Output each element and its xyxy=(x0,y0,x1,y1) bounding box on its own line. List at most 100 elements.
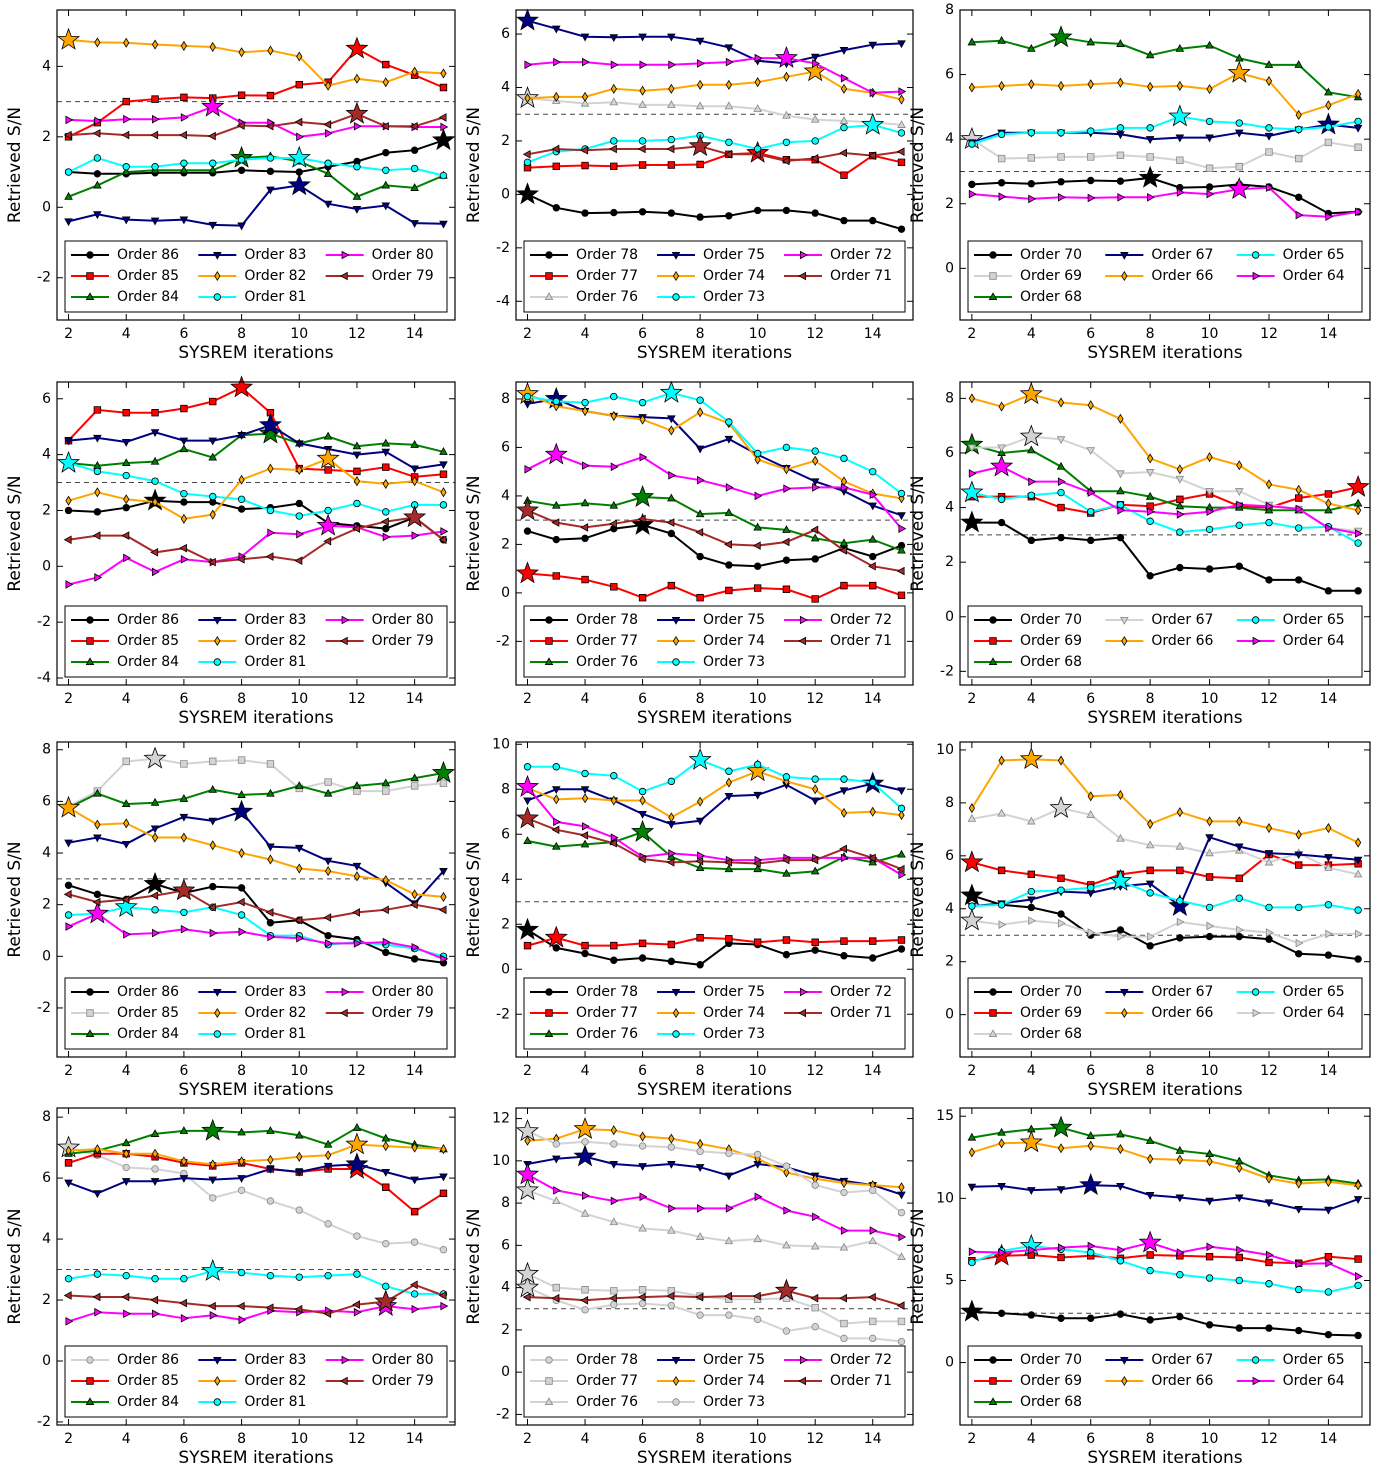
legend-label: Order 70 xyxy=(1020,247,1082,263)
point-marker xyxy=(867,561,876,571)
point-marker xyxy=(179,794,189,802)
best-star xyxy=(201,1118,225,1141)
point-marker xyxy=(812,1212,820,1222)
legend-label: Order 66 xyxy=(1151,268,1213,284)
best-star xyxy=(631,819,655,842)
point-marker xyxy=(64,506,73,515)
point-marker xyxy=(1265,1250,1274,1260)
point-marker xyxy=(725,561,733,569)
point-marker xyxy=(840,73,849,83)
legend-label: Order 77 xyxy=(576,633,638,649)
point-marker xyxy=(1325,212,1334,221)
point-marker xyxy=(382,787,390,795)
point-marker xyxy=(639,1192,648,1202)
y-tick-label: 6 xyxy=(501,439,510,455)
best-star xyxy=(1049,25,1073,48)
x-axis-label: SYSREM iterations xyxy=(637,343,792,363)
point-marker xyxy=(524,464,533,474)
best-star xyxy=(1168,104,1192,127)
point-marker xyxy=(1205,525,1214,534)
point-marker xyxy=(997,444,1006,453)
y-tick-label: 6 xyxy=(945,848,954,864)
point-marker xyxy=(208,165,218,174)
series-line xyxy=(527,1173,902,1238)
best-star xyxy=(544,442,568,465)
x-tick-label: 8 xyxy=(1146,691,1155,707)
point-marker xyxy=(323,1309,332,1319)
point-marker xyxy=(180,924,189,934)
point-marker xyxy=(1294,1205,1304,1214)
point-marker xyxy=(696,213,704,221)
point-marker xyxy=(581,398,589,407)
point-marker xyxy=(1027,887,1036,896)
point-marker xyxy=(1057,129,1065,137)
best-star xyxy=(515,182,540,205)
legend-label: Order 71 xyxy=(830,1373,892,1389)
best-star xyxy=(1227,177,1251,200)
point-marker xyxy=(1175,1194,1185,1203)
best-star xyxy=(1346,474,1370,497)
y-tick-label: 0 xyxy=(501,186,510,202)
best-star xyxy=(431,128,456,151)
point-marker xyxy=(65,115,74,125)
point-marker xyxy=(810,114,820,123)
y-axis-label: Retrieved S/N xyxy=(464,475,484,591)
legend-label: Order 68 xyxy=(1020,1026,1082,1042)
point-marker xyxy=(1324,1252,1333,1261)
point-marker xyxy=(1206,452,1213,463)
point-marker xyxy=(324,506,332,515)
point-marker xyxy=(610,1140,618,1148)
point-marker xyxy=(152,1309,160,1319)
point-marker xyxy=(609,34,619,43)
point-marker xyxy=(695,856,704,866)
y-tick-label: -2 xyxy=(496,240,510,256)
point-marker xyxy=(439,1173,448,1182)
point-marker xyxy=(868,41,878,50)
series-line xyxy=(971,36,1359,99)
point-marker xyxy=(1325,1176,1332,1187)
y-tick-label: 8 xyxy=(42,1109,51,1125)
series-line xyxy=(527,782,902,826)
point-marker xyxy=(724,858,732,867)
point-marker xyxy=(1087,928,1096,937)
point-marker xyxy=(1265,1324,1273,1332)
point-marker xyxy=(1057,886,1065,894)
y-tick-label: 8 xyxy=(945,2,954,18)
point-marker xyxy=(64,881,73,889)
legend-marker xyxy=(988,657,998,666)
y-tick-label: 0 xyxy=(42,1353,51,1369)
point-marker xyxy=(897,158,906,167)
legend-marker xyxy=(672,1007,680,1019)
point-marker xyxy=(324,466,332,474)
point-marker xyxy=(581,1138,589,1146)
point-marker xyxy=(1324,854,1333,862)
point-marker xyxy=(782,525,791,533)
point-marker xyxy=(294,1304,303,1314)
point-marker xyxy=(998,192,1007,201)
x-tick-label: 6 xyxy=(638,326,647,342)
point-marker xyxy=(1353,124,1363,133)
point-marker xyxy=(810,1241,820,1250)
best-star xyxy=(230,375,254,398)
series-line xyxy=(68,432,444,467)
y-axis-label: Retrieved S/N xyxy=(908,107,928,223)
legend-label: Order 82 xyxy=(244,268,306,284)
legend-marker xyxy=(85,1397,95,1406)
point-marker xyxy=(294,556,303,566)
point-marker xyxy=(580,831,589,840)
point-marker xyxy=(997,1182,1006,1191)
x-tick-label: 4 xyxy=(122,691,131,707)
best-star xyxy=(201,94,225,117)
point-marker xyxy=(237,756,246,764)
point-marker xyxy=(410,1176,419,1185)
x-tick-label: 8 xyxy=(696,326,705,342)
legend-label: Order 66 xyxy=(1151,633,1213,649)
point-marker xyxy=(382,149,390,157)
axes-frame xyxy=(959,9,1371,321)
point-marker xyxy=(867,1292,876,1302)
point-marker xyxy=(897,225,906,233)
point-marker xyxy=(323,120,332,129)
point-marker xyxy=(381,438,391,447)
legend-label: Order 64 xyxy=(1283,1373,1345,1389)
